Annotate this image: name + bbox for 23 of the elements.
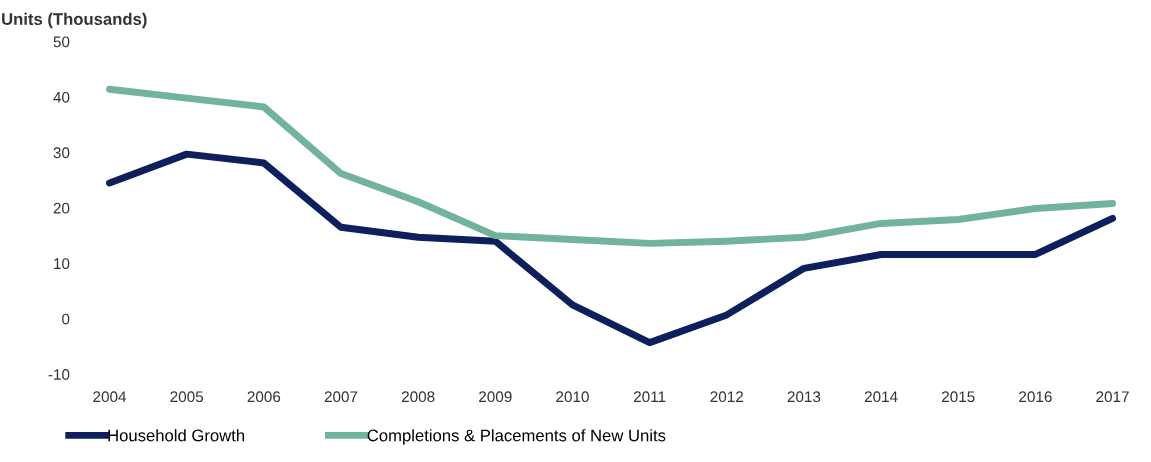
y-tick-label: 10 xyxy=(54,258,70,270)
x-tick-label: 2014 xyxy=(864,391,898,403)
x-tick-label: 2005 xyxy=(170,391,204,403)
y-tick-label: 40 xyxy=(53,91,70,103)
y-tick-label: 50 xyxy=(53,36,70,48)
y-tick-label: -10 xyxy=(48,369,70,380)
x-tick-label: 2007 xyxy=(324,391,358,403)
x-tick-label: 2008 xyxy=(401,391,435,403)
x-tick-label: 2017 xyxy=(1096,391,1129,403)
x-tick-label: 2011 xyxy=(633,391,666,403)
legend-label: Completions & Placements of New Units xyxy=(367,429,666,445)
x-tick-label: 2006 xyxy=(247,391,281,403)
x-tick-label: 2010 xyxy=(556,391,589,403)
y-tick-label: 0 xyxy=(62,313,70,325)
y-axis-title: Units (Thousands) xyxy=(2,12,147,29)
y-tick-label: 30 xyxy=(53,147,70,159)
x-tick-label: 2004 xyxy=(93,391,127,403)
y-tick-label: 20 xyxy=(53,202,70,214)
x-tick-label: 2015 xyxy=(942,391,975,403)
x-tick-label: 2016 xyxy=(1019,391,1052,403)
x-tick-label: 2012 xyxy=(710,391,743,403)
x-tick-label: 2013 xyxy=(787,391,821,403)
x-tick-label: 2009 xyxy=(479,391,512,403)
